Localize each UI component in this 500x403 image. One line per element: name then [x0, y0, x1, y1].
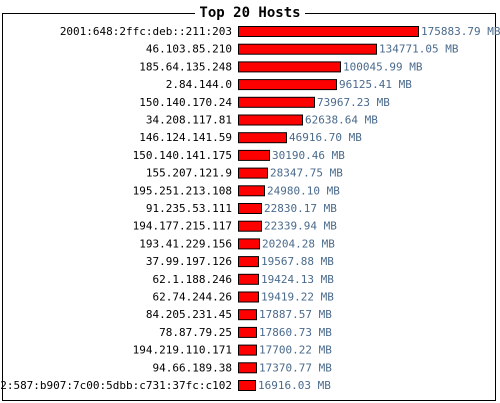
value-label: 16916.03 MB	[258, 379, 331, 392]
chart-title: Top 20 Hosts	[195, 5, 305, 21]
host-label: 2001:648:2ffc:deb::211:203	[60, 25, 232, 38]
bar	[238, 309, 257, 321]
value-label: 28347.75 MB	[270, 167, 343, 180]
bar	[238, 238, 260, 250]
value-label: 22339.94 MB	[264, 220, 337, 233]
bar	[238, 61, 341, 73]
host-label: 195.251.213.108	[133, 184, 232, 197]
value-label: 73967.23 MB	[317, 96, 390, 109]
value-label: 19424.13 MB	[261, 273, 334, 286]
bar	[238, 167, 268, 179]
host-label: 150.140.141.175	[133, 149, 232, 162]
bar	[238, 132, 287, 144]
host-label: 62.74.244.26	[153, 291, 232, 304]
value-label: 17887.57 MB	[259, 308, 332, 321]
host-label: 84.205.231.45	[146, 308, 232, 321]
host-label: 91.235.53.111	[146, 202, 232, 215]
value-label: 19419.22 MB	[261, 291, 334, 304]
bar	[238, 96, 315, 108]
value-label: 24980.10 MB	[267, 184, 340, 197]
bar	[238, 185, 265, 197]
chart-title-wrap: Top 20 Hosts	[0, 5, 500, 21]
host-label: 78.87.79.25	[159, 326, 232, 339]
value-label: 17700.22 MB	[259, 344, 332, 357]
bar	[238, 149, 270, 161]
bar	[238, 326, 257, 338]
host-label: 2.84.144.0	[166, 78, 232, 91]
host-label: 185.64.135.248	[139, 60, 232, 73]
bar	[238, 26, 419, 37]
value-label: 22830.17 MB	[264, 202, 337, 215]
host-label: 46.103.85.210	[146, 43, 232, 56]
host-label: 193.41.229.156	[139, 237, 232, 250]
host-label: 194.219.110.171	[133, 344, 232, 357]
host-label: 155.207.121.9	[146, 167, 232, 180]
value-label: 96125.41 MB	[339, 78, 412, 91]
value-label: 62638.64 MB	[305, 114, 378, 127]
value-label: 134771.05 MB	[379, 43, 459, 56]
value-label: 100045.99 MB	[343, 60, 423, 73]
host-label: 37.99.197.126	[146, 255, 232, 268]
bar	[238, 79, 337, 91]
host-label: 146.124.141.59	[139, 131, 232, 144]
bar	[238, 43, 377, 55]
value-label: 19567.88 MB	[261, 255, 334, 268]
bar	[238, 220, 262, 232]
bar	[238, 362, 257, 374]
value-label: 17370.77 MB	[259, 361, 332, 374]
host-label: 34.208.117.81	[146, 114, 232, 127]
bar	[238, 256, 259, 268]
host-label: 94.66.189.38	[153, 361, 232, 374]
bar	[238, 114, 303, 126]
bar	[238, 273, 259, 285]
value-label: 20204.28 MB	[262, 237, 335, 250]
bar	[238, 344, 257, 356]
host-label: 194.177.215.117	[133, 220, 232, 233]
bar	[238, 291, 259, 303]
value-label: 17860.73 MB	[259, 326, 332, 339]
value-label: 30190.46 MB	[272, 149, 345, 162]
bar	[238, 380, 256, 391]
value-label: 175883.79 MB	[421, 25, 500, 38]
host-label: 2a02:587:b907:7c00:5dbb:c731:37fc:c102	[0, 379, 232, 392]
host-label: 150.140.170.24	[139, 96, 232, 109]
value-label: 46916.70 MB	[289, 131, 362, 144]
bar	[238, 203, 262, 214]
host-label: 62.1.188.246	[153, 273, 232, 286]
